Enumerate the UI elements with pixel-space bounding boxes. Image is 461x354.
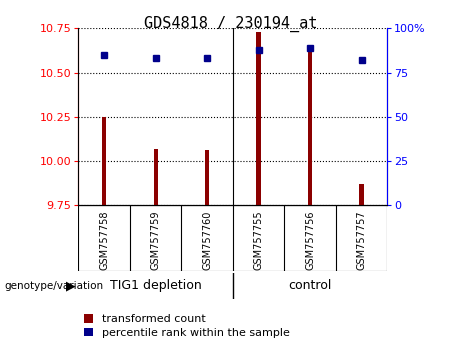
Legend: transformed count, percentile rank within the sample: transformed count, percentile rank withi… <box>84 314 290 338</box>
Bar <box>205 150 209 205</box>
Text: GSM757757: GSM757757 <box>356 211 366 270</box>
Text: GSM757759: GSM757759 <box>151 211 160 270</box>
Text: GSM757760: GSM757760 <box>202 211 212 270</box>
Text: GSM757756: GSM757756 <box>305 211 315 270</box>
Bar <box>360 184 364 205</box>
Bar <box>308 46 312 205</box>
Text: control: control <box>288 279 332 292</box>
Text: GDS4818 / 230194_at: GDS4818 / 230194_at <box>144 16 317 32</box>
Bar <box>102 117 106 205</box>
Text: ▶: ▶ <box>66 279 76 292</box>
Bar <box>256 32 260 205</box>
Bar <box>154 149 158 205</box>
Text: GSM757758: GSM757758 <box>99 211 109 270</box>
Text: TIG1 depletion: TIG1 depletion <box>110 279 201 292</box>
Text: genotype/variation: genotype/variation <box>5 281 104 291</box>
Text: GSM757755: GSM757755 <box>254 211 264 270</box>
